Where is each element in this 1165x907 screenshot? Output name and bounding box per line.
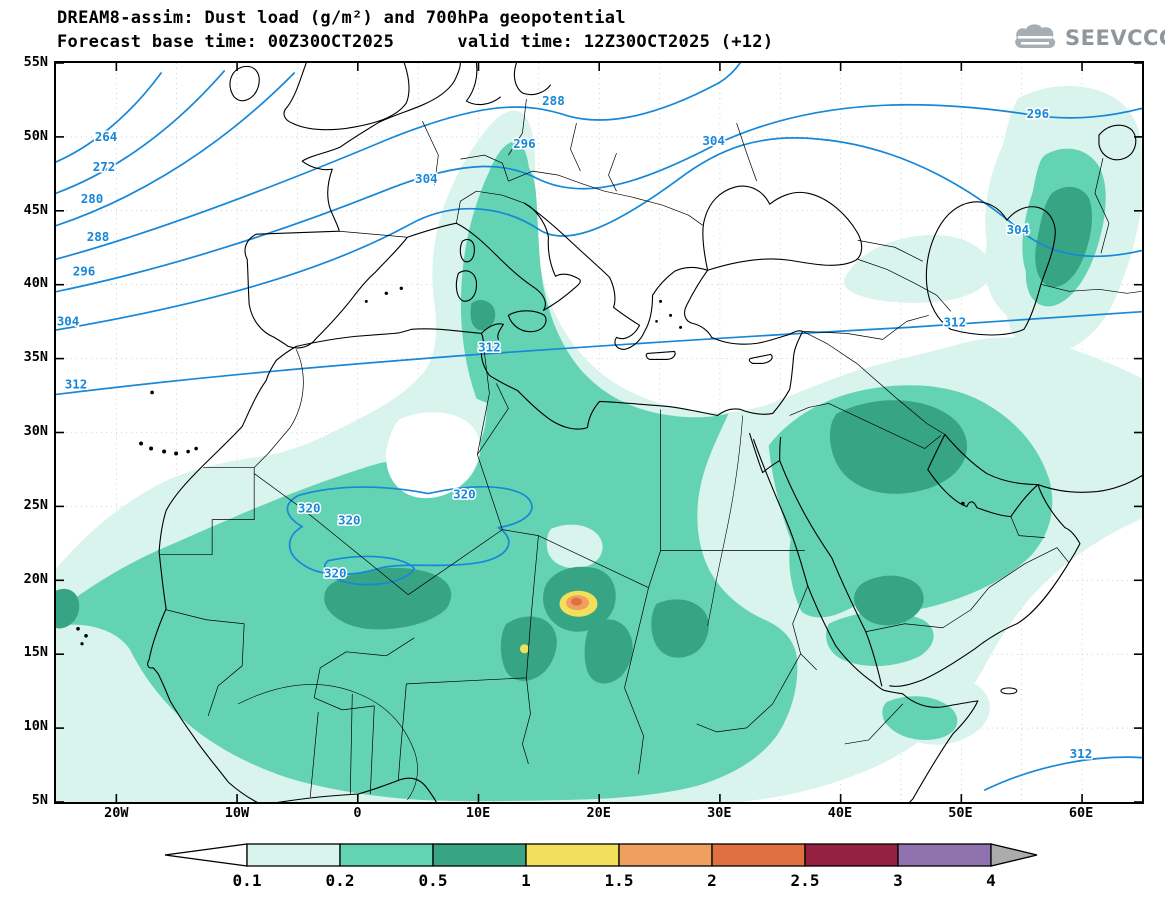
geopotential-contour-label: 304 [702,133,725,148]
geopotential-contour-label: 296 [513,136,536,151]
lat-tick-label: 45N [23,201,48,218]
contour-labels: 264 272 280 288 296 304 312 288 296 304 304 296 304 3… [56,92,1094,763]
geopotential-contour-label: 296 [1027,106,1050,121]
lat-tick-label: 35N [23,349,48,366]
geopotential-contour-label: 312 [478,339,501,354]
lon-tick-label: 50E [948,805,973,821]
geopotential-contour-label: 320 [453,487,476,502]
colorbar-level-label: 0.1 [233,871,262,890]
lat-tick-label: 40N [23,275,48,292]
colorbar-cell [432,843,527,867]
colorbar-cell [804,843,899,867]
geopotential-contour-label: 288 [542,93,565,108]
map-plot-area: 264 272 280 288 296 304 312 288 296 304 304 296 304 3… [54,61,1144,804]
geopotential-contour-label: 320 [338,513,361,528]
geopotential-contour-label: 280 [81,191,104,206]
colorbar-left-arrow [164,843,248,867]
lon-tick-label: 10E [465,805,491,821]
geopotential-contour-label: 304 [415,171,438,186]
geopotential-contour-label: 304 [57,313,80,328]
cloud-icon [1015,24,1056,48]
geopotential-contour-label: 288 [87,229,110,244]
geopotential-contours [56,63,1142,791]
colorbar-level-label: 2.5 [791,871,820,890]
coastlines [76,63,1142,802]
geopotential-contour-label: 320 [324,566,347,581]
lon-tick-label: 30E [707,805,732,821]
lat-tick-label: 10N [23,718,48,735]
colorbar-cell [246,843,341,867]
colorbar-level-label: 0.5 [419,871,448,890]
colorbar-svg: 0.1 0.2 0.5 1 1.5 2 2.5 3 4 [164,843,1038,890]
geopotential-contour-label: 264 [95,129,118,144]
colorbar-cell [525,843,620,867]
colorbar-level-label: 2 [707,871,717,890]
colorbar: 0.1 0.2 0.5 1 1.5 2 2.5 3 4 [155,839,1095,907]
colorbar-right-arrow [990,843,1038,867]
colorbar-cell [339,843,434,867]
country-borders [160,99,1142,798]
map-svg: 264 272 280 288 296 304 312 288 296 304 304 296 304 3… [56,63,1142,802]
lat-tick-label: 15N [23,644,48,661]
seevccc-logo: SEEVCCC [1012,22,1165,54]
lon-tick-label: 20W [104,805,129,821]
logo-text: SEEVCCC [1065,26,1165,50]
geopotential-contour-label: 296 [73,263,96,278]
geopotential-contour-label: 312 [944,314,967,329]
geopotential-contour-label: 304 [1007,222,1030,237]
lon-tick-label: 0 [353,805,362,821]
lat-tick-label: 55N [23,54,48,70]
colorbar-cell [711,843,806,867]
colorbar-cell [618,843,713,867]
lon-tick-label: 40E [827,805,853,821]
lat-tick-label: 50N [23,127,48,144]
colorbar-cell [897,843,992,867]
lat-tick-label: 20N [23,570,48,587]
colorbar-level-label: 0.2 [326,871,355,890]
chart-title: DREAM8-assim: Dust load (g/m²) and 700hP… [57,8,626,28]
geopotential-contour-label: 312 [65,376,88,391]
colorbar-level-label: 4 [986,871,996,890]
lon-tick-label: 60E [1068,805,1094,821]
lon-tick-label: 10W [224,805,250,821]
geopotential-contour-label: 272 [93,159,116,174]
lon-tick-label: 20E [586,805,611,821]
colorbar-level-label: 3 [893,871,903,890]
geopotential-contour-label: 312 [1070,746,1093,761]
lat-tick-label: 25N [23,496,48,513]
axis-ticks [56,63,1142,802]
geopotential-contour-label: 320 [298,501,321,516]
chart-subtitle: Forecast base time: 00Z30OCT2025 valid t… [57,32,774,52]
lat-tick-label: 5N [31,792,48,808]
colorbar-level-label: 1 [521,871,531,890]
lat-tick-label: 30N [23,423,48,439]
colorbar-level-label: 1.5 [605,871,634,890]
